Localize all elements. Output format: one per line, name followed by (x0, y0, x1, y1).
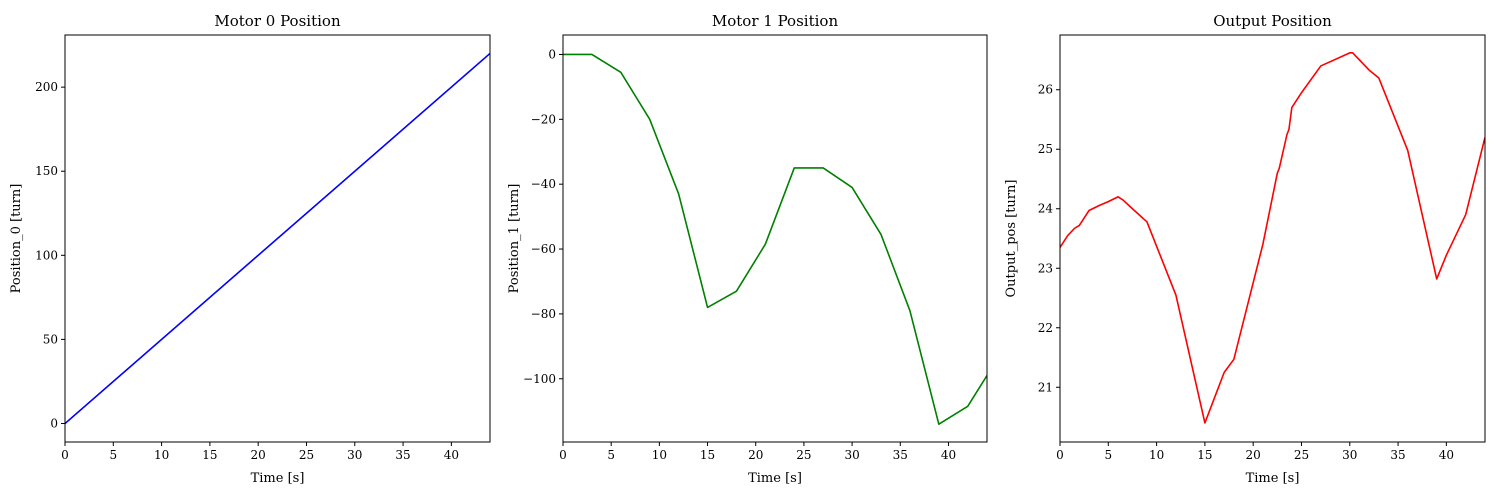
x-tick-label: 0 (1056, 448, 1064, 462)
y-tick-label: 150 (35, 164, 58, 178)
x-tick-label: 40 (1439, 448, 1454, 462)
axes-frame (1059, 34, 1486, 443)
y-tick-label: 26 (1038, 83, 1053, 97)
y-tick-label: 100 (35, 248, 58, 262)
axes-frame (64, 34, 491, 443)
y-tick-label: 200 (35, 80, 58, 94)
series-line-0 (563, 53, 987, 425)
x-axis-label: Time [s] (1246, 471, 1300, 486)
y-tick-label: 24 (1038, 202, 1054, 216)
y-tick-label: −20 (531, 112, 556, 126)
x-tick-label: 25 (796, 448, 811, 462)
y-tick-label: 0 (50, 417, 58, 431)
y-tick-label: 25 (1038, 142, 1053, 156)
y-tick-label: 22 (1038, 321, 1053, 335)
y-tick-label: −80 (531, 307, 556, 321)
series-line-0 (1060, 52, 1485, 424)
x-tick-label: 5 (1104, 448, 1112, 462)
x-axis-label: Time [s] (251, 471, 305, 486)
axes-frame (562, 34, 988, 443)
x-tick-label: 30 (844, 448, 859, 462)
x-tick-label: 35 (1390, 448, 1405, 462)
x-tick-label: 15 (1197, 448, 1212, 462)
y-tick-label: 50 (43, 332, 58, 346)
x-tick-label: 5 (607, 448, 615, 462)
y-tick-label: 0 (548, 47, 556, 61)
y-tick-label: −60 (531, 242, 556, 256)
chart-title: Output Position (1213, 12, 1332, 30)
x-tick-label: 20 (748, 448, 763, 462)
x-tick-label: 25 (1294, 448, 1309, 462)
x-tick-label: 35 (395, 448, 410, 462)
chart-panel-2: 0 5 10 15 20 25 30 35 40 21 22 23 24 25 26 Output Posit… (1004, 12, 1486, 486)
x-tick-label: 25 (299, 448, 314, 462)
x-tick-label: 0 (61, 448, 69, 462)
y-tick-label: 21 (1038, 380, 1053, 394)
y-tick-label: −40 (531, 177, 556, 191)
x-tick-label: 10 (154, 448, 169, 462)
chart-panel-1: 0 5 10 15 20 25 30 35 40 0 −20 −40 −60 −80 −100 Motor 1… (507, 12, 988, 486)
y-tick-label: 23 (1038, 261, 1053, 275)
x-tick-label: 30 (1342, 448, 1357, 462)
x-tick-label: 20 (251, 448, 266, 462)
series-line-0 (65, 52, 490, 425)
chart-panel-0: 0 5 10 15 20 25 30 35 40 0 50 100 150 200 Motor 0 Posi… (9, 12, 491, 486)
x-tick-label: 15 (202, 448, 217, 462)
x-tick-label: 35 (893, 448, 908, 462)
y-axis-label: Position_1 [turn] (507, 184, 522, 294)
chart-title: Motor 1 Position (712, 12, 839, 30)
x-tick-label: 30 (347, 448, 362, 462)
x-tick-label: 0 (559, 448, 567, 462)
x-tick-label: 40 (444, 448, 459, 462)
chart-title: Motor 0 Position (214, 12, 341, 30)
x-tick-label: 40 (941, 448, 956, 462)
x-tick-label: 20 (1246, 448, 1261, 462)
y-tick-label: −100 (523, 372, 556, 386)
x-tick-label: 5 (109, 448, 117, 462)
x-tick-label: 15 (700, 448, 715, 462)
x-tick-label: 10 (1149, 448, 1164, 462)
y-axis-label: Position_0 [turn] (9, 184, 24, 294)
x-axis-label: Time [s] (748, 471, 802, 486)
y-axis-label: Output_pos [turn] (1004, 180, 1019, 298)
x-tick-label: 10 (652, 448, 667, 462)
